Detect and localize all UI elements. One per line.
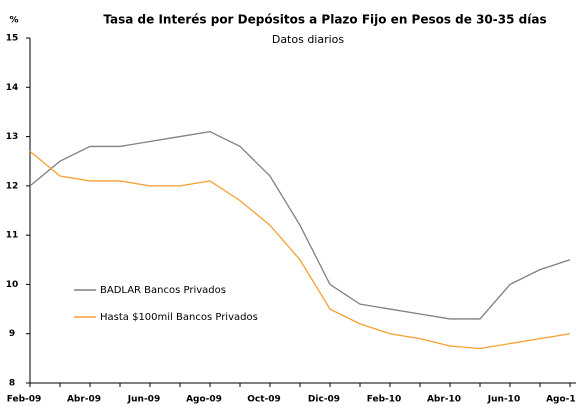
y-axis-label: % [9, 16, 18, 26]
line-series [29, 150, 571, 350]
x-tick-label: Ago-09 [186, 395, 222, 405]
legend-label: BADLAR Bancos Privados [100, 285, 226, 296]
x-tick-label: Ago-10 [546, 395, 576, 405]
y-tick-label: 11 [6, 231, 19, 241]
x-tick-label: Feb-09 [7, 395, 42, 405]
x-tick-label: Jun-10 [487, 395, 520, 405]
y-tick-label: 10 [6, 280, 19, 290]
line-series [29, 130, 571, 320]
y-tick-label: 9 [9, 329, 15, 339]
x-tick-label: Abr-10 [427, 395, 461, 405]
x-tick-label: Jun-09 [127, 395, 160, 405]
y-tick-label: 8 [9, 379, 15, 389]
y-tick-label: 13 [6, 132, 19, 142]
y-tick-label: 14 [6, 83, 19, 93]
x-tick-label: Feb-10 [367, 395, 402, 405]
x-tick-label: Abr-09 [67, 395, 101, 405]
y-tick-label: 12 [6, 181, 19, 191]
chart-title: Tasa de Interés por Depósitos a Plazo Fi… [103, 13, 546, 27]
chart-subtitle: Datos diarios [272, 33, 345, 46]
legend-label: Hasta $100mil Bancos Privados [100, 312, 258, 323]
y-tick-label: 15 [6, 34, 19, 44]
x-tick-label: Oct-09 [247, 395, 281, 405]
x-tick-label: Dic-09 [308, 395, 340, 405]
